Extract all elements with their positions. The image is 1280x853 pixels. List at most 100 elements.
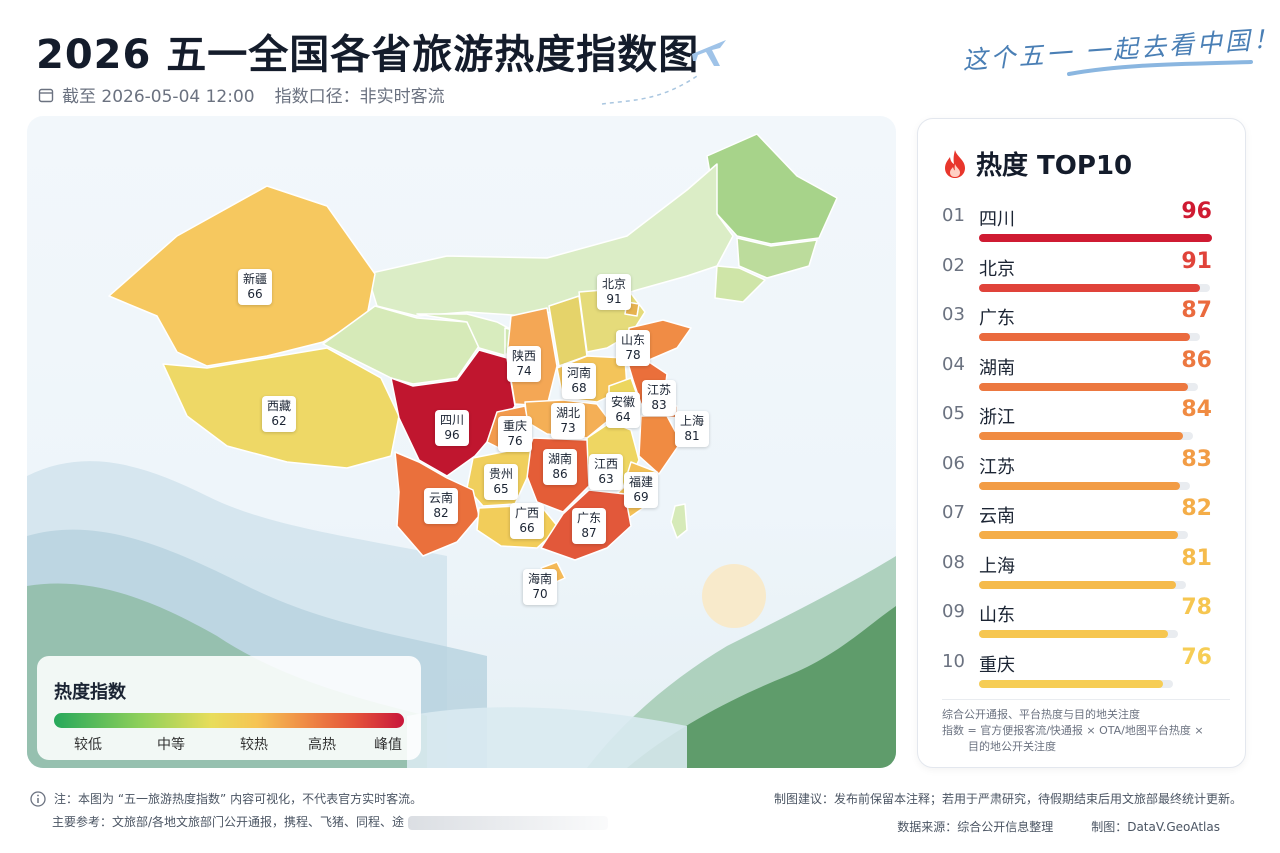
metric-note: 指数口径：非实时客流	[274, 87, 445, 107]
heat-bar	[979, 333, 1191, 341]
rank-number: 02	[942, 254, 965, 276]
heat-value: 91	[1181, 248, 1212, 274]
heat-bar-track	[979, 333, 1201, 341]
footer-note-text: 注：本图为 “五一旅游热度指数” 内容可视化，不代表官方实时客流。	[54, 792, 423, 806]
top10-title: 热度 TOP10	[976, 151, 1133, 181]
footer-note: 注：本图为 “五一旅游热度指数” 内容可视化，不代表官方实时客流。	[30, 790, 422, 807]
heat-bar	[979, 234, 1212, 242]
references-text: 主要参考：文旅部/各地文旅部门公开通报，携程、飞猪、同程、途	[52, 815, 405, 829]
top10-row[interactable]: 05 浙江 84	[918, 397, 1245, 452]
footnote-line: 目的地公开关注度	[968, 740, 1056, 753]
slogan-underline	[1067, 60, 1253, 76]
rank-number: 04	[942, 353, 965, 375]
label-anhui[interactable]: 安徽 64	[605, 392, 641, 428]
heat-value: 87	[1181, 298, 1212, 323]
legend-label-warm: 较热	[240, 737, 268, 753]
label-xinjiang[interactable]: 新疆 66	[237, 269, 273, 305]
province-zhejiang	[638, 415, 682, 475]
province-liaoning	[714, 265, 766, 303]
top10-row[interactable]: 10 重庆 76	[918, 645, 1245, 700]
label-jiangxi[interactable]: 江西 63	[588, 454, 624, 490]
label-hubei[interactable]: 湖北 73	[550, 403, 586, 439]
top10-row[interactable]: 03 广东 87	[918, 298, 1245, 353]
heat-value: 81	[1181, 545, 1212, 571]
flight-path-decoration	[601, 73, 701, 105]
province-name: 上海	[979, 555, 1015, 577]
legend-label-hot: 高热	[308, 737, 336, 753]
legend-title: 热度指数	[54, 682, 126, 703]
as-of-date: 截至 2026-05-04 12:00	[62, 87, 255, 107]
heat-bar-track	[979, 531, 1189, 539]
label-xizang[interactable]: 西藏 62	[261, 396, 297, 432]
heat-bar-track	[979, 432, 1193, 440]
heat-bar	[979, 630, 1169, 638]
footer-references: 主要参考：文旅部/各地文旅部门公开通报，携程、飞猪、同程、途	[52, 813, 609, 830]
top10-row[interactable]: 09 山东 78	[918, 595, 1245, 650]
info-icon	[30, 790, 46, 807]
heat-value: 76	[1181, 644, 1212, 670]
fire-icon	[945, 149, 965, 178]
rank-number: 03	[942, 304, 965, 325]
label-sichuan[interactable]: 四川 96	[434, 410, 470, 446]
heat-bar-track	[979, 382, 1198, 391]
label-chongqing[interactable]: 重庆 76	[497, 416, 533, 452]
heat-bar-track	[979, 580, 1186, 589]
top10-row[interactable]: 02 北京 91	[918, 249, 1245, 304]
subtitle: 截至 2026-05-04 12:00 指数口径：非实时客流	[38, 82, 445, 107]
label-guangdong[interactable]: 广东 87	[571, 508, 607, 544]
province-name: 山东	[979, 605, 1015, 626]
province-heilongjiang	[706, 133, 838, 245]
province-name: 江苏	[979, 456, 1015, 478]
heat-value: 96	[1181, 199, 1212, 224]
top10-footnote: 综合公开通报、平台热度与目的地关注度 指数 = 官方便报客流/快通报 × OTA…	[942, 699, 1232, 755]
label-hunan[interactable]: 湖南 86	[542, 449, 578, 485]
footer-advice: 制图建议：发布前保留本注释；若用于严肃研究，待假期结束后用文旅部最终统计更新。	[773, 792, 1242, 806]
top10-row[interactable]: 07 云南 82	[918, 496, 1245, 551]
data-source: 数据来源：综合公开信息整理	[897, 820, 1054, 834]
label-shandong[interactable]: 山东 78	[615, 330, 651, 366]
airplane-icon	[692, 40, 726, 66]
label-beijing[interactable]: 北京 91	[596, 274, 632, 310]
province-name: 广东	[979, 308, 1015, 329]
label-shaanxi[interactable]: 陕西 74	[506, 346, 542, 382]
label-guizhou[interactable]: 贵州 65	[483, 464, 519, 500]
rank-number: 09	[942, 601, 965, 622]
legend-label-low: 较低	[74, 737, 102, 753]
footer-credits: 数据来源：综合公开信息整理 制图：DataV.GeoAtlas	[897, 818, 1220, 835]
heat-bar-track	[979, 481, 1191, 490]
label-shanghai[interactable]: 上海 81	[674, 411, 710, 447]
heat-bar	[979, 481, 1181, 490]
heat-bar	[979, 580, 1176, 589]
redacted-text	[408, 815, 609, 830]
heat-bar	[979, 432, 1183, 440]
province-neimenggu	[366, 163, 734, 317]
label-fujian[interactable]: 福建 69	[623, 472, 659, 508]
top10-row[interactable]: 08 上海 81	[918, 546, 1245, 601]
footnote-line: 指数 = 官方便报客流/快通报 × OTA/地图平台热度 ×	[942, 724, 1204, 737]
province-taiwan	[670, 503, 688, 539]
top10-row[interactable]: 06 江苏 83	[918, 447, 1245, 502]
heat-value: 84	[1181, 397, 1212, 422]
legend-label-medium: 中等	[157, 737, 185, 753]
province-name: 湖南	[979, 357, 1015, 379]
province-name: 浙江	[979, 407, 1015, 428]
province-name: 云南	[979, 506, 1015, 527]
heat-bar-track	[979, 234, 1212, 242]
label-guangxi[interactable]: 广西 66	[509, 503, 545, 539]
legend-label-peak: 峰值	[374, 737, 402, 753]
label-hainan[interactable]: 海南 70	[522, 569, 558, 605]
label-henan[interactable]: 河南 68	[561, 363, 597, 399]
province-name: 重庆	[979, 654, 1015, 676]
legend: 热度指数 较低 中等 较热 高热 峰值	[37, 656, 421, 760]
heat-bar	[979, 679, 1164, 688]
heat-value: 82	[1181, 496, 1212, 521]
label-yunnan[interactable]: 云南 82	[423, 488, 459, 524]
calendar-icon	[38, 88, 54, 102]
label-jiangsu[interactable]: 江苏 83	[641, 380, 677, 416]
top10-row[interactable]: 01 四川 96	[918, 199, 1245, 254]
rank-number: 01	[942, 205, 965, 226]
footnote-line: 综合公开通报、平台热度与目的地关注度	[942, 708, 1140, 721]
heat-value: 86	[1181, 347, 1212, 373]
top10-row[interactable]: 04 湖南 86	[918, 348, 1245, 403]
heat-bar-track	[979, 283, 1210, 292]
